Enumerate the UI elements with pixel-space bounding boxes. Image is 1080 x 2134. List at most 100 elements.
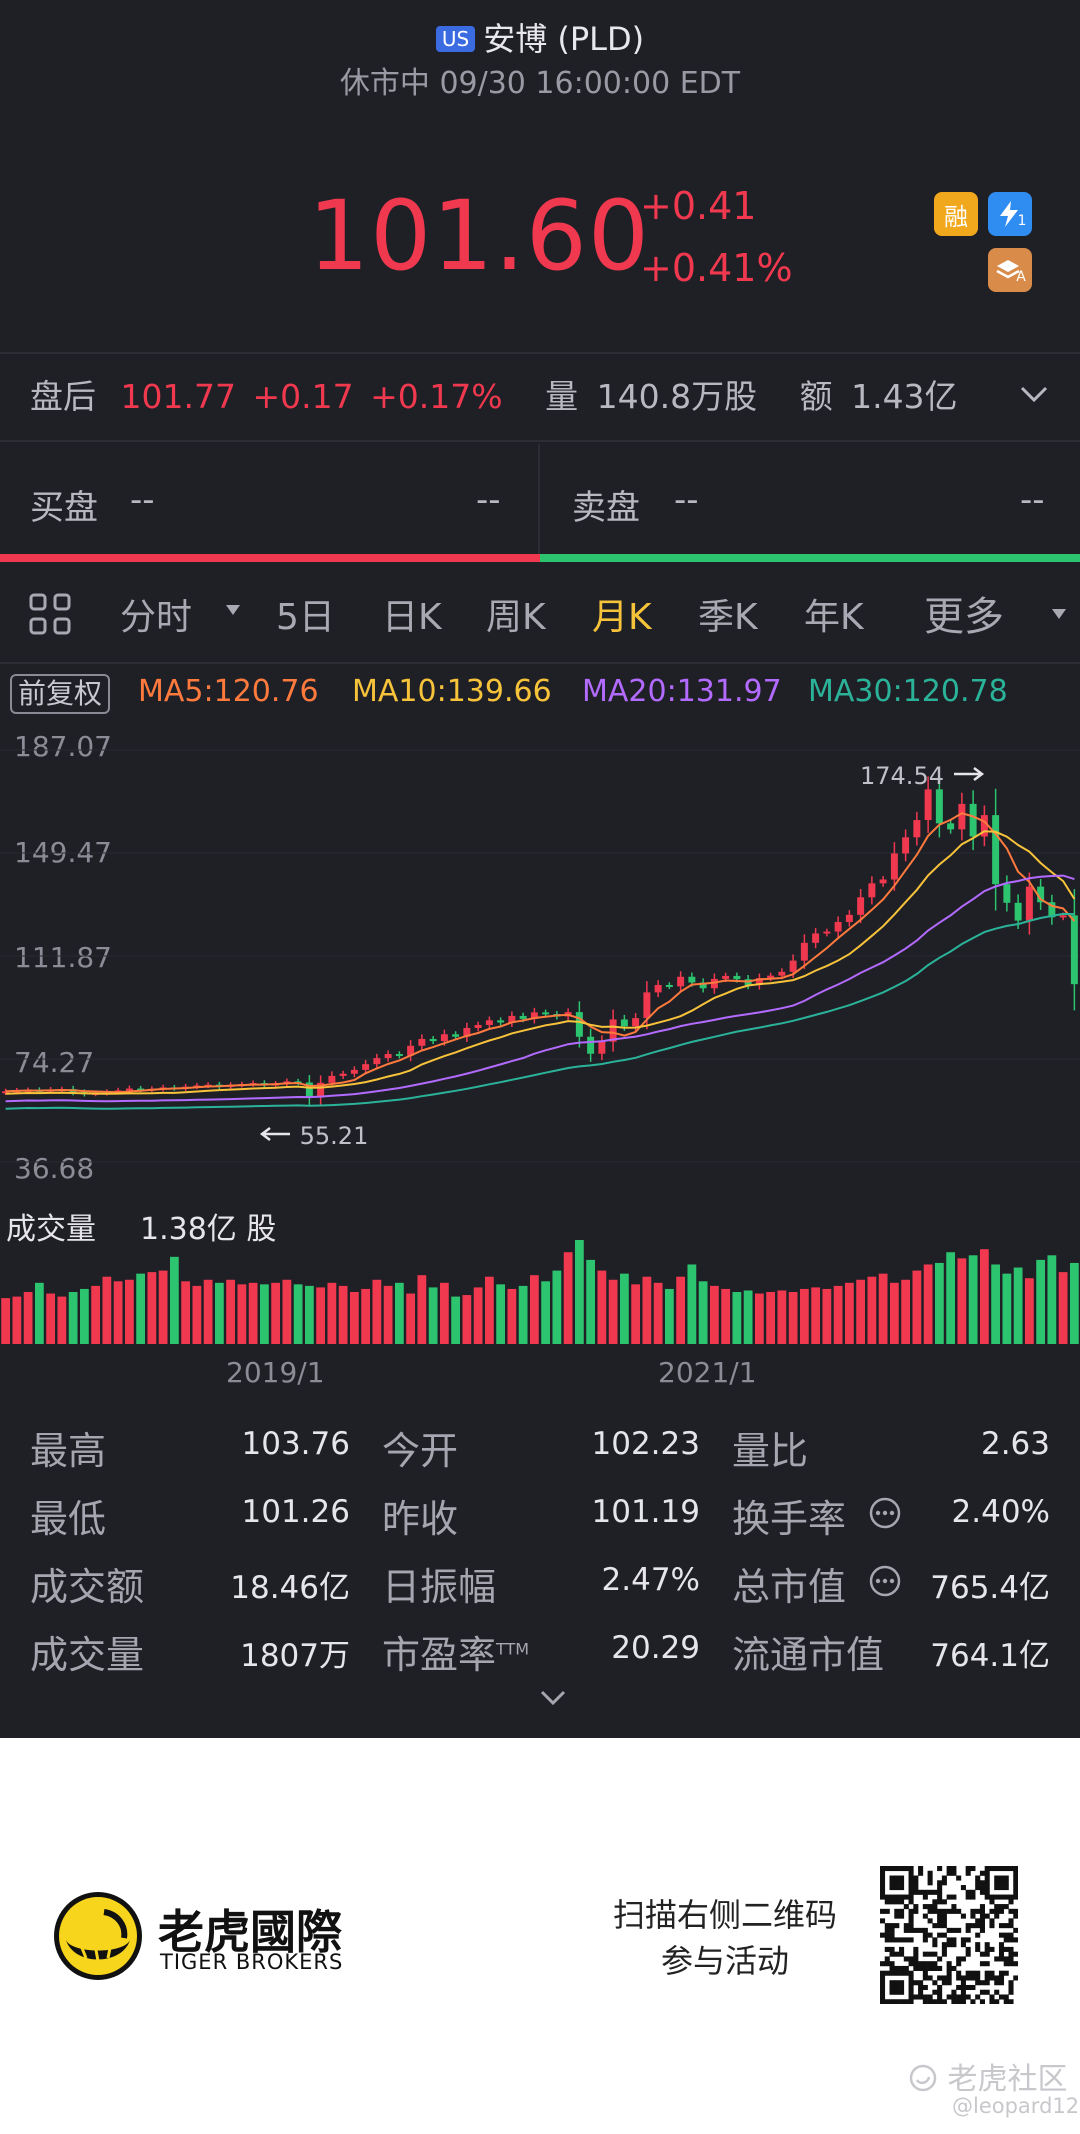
qr-module (889, 1885, 895, 1891)
stat-value-prev-close: 101.19 (591, 1494, 700, 1530)
chevron-down-icon[interactable] (1018, 382, 1050, 410)
volume-bar (136, 1273, 146, 1344)
qr-module (960, 1994, 966, 2000)
tab-5day[interactable]: 5日 (276, 597, 335, 638)
qr-module (1013, 1885, 1018, 1891)
volume-bar (788, 1292, 798, 1344)
candle (362, 1064, 370, 1070)
qr-module (908, 1984, 914, 1991)
more-info-icon[interactable] (868, 1564, 902, 1602)
pe-ttm-superscript: TTM (496, 1639, 530, 1659)
qr-code-icon[interactable] (880, 1866, 1018, 2004)
stock-title: US 安博 (PLD) (0, 14, 1080, 60)
qr-module (994, 1913, 1000, 1919)
volume-bar (451, 1296, 461, 1344)
qr-module (960, 1937, 966, 1943)
low-marker-value: 55.21 (299, 1122, 369, 1150)
qr-module (937, 1913, 943, 1919)
qr-module (922, 1894, 928, 1900)
volume-bar (248, 1282, 258, 1344)
qr-module (927, 1875, 933, 1881)
more-info-icon[interactable] (868, 1496, 902, 1534)
qr-module (894, 1923, 900, 1929)
qr-module (932, 1904, 938, 1910)
qr-module (1008, 1980, 1014, 1986)
after-hours-amount-label: 额 (799, 377, 833, 416)
volume-bar (912, 1270, 922, 1344)
candle (440, 1034, 448, 1042)
caret-down-icon[interactable] (224, 602, 242, 621)
candle (969, 803, 977, 837)
margin-badge-label: 融 (944, 202, 968, 231)
qr-module (1008, 1918, 1014, 1924)
volume-bar (889, 1282, 899, 1344)
qr-module (998, 1956, 1005, 1962)
qr-module (889, 1970, 895, 1976)
tab-daily-k[interactable]: 日K (382, 597, 442, 638)
qr-module (1008, 1956, 1014, 1962)
volume-bar (383, 1285, 393, 1344)
stat-label-open: 今开 (382, 1429, 459, 1473)
qr-module (937, 1885, 943, 1891)
qr-module (946, 1961, 952, 1967)
qr-module (1013, 1870, 1018, 1876)
qr-module (998, 1885, 1005, 1891)
ma10-value: MA10:139.66 (352, 674, 552, 709)
candle (317, 1082, 325, 1098)
qr-module (1003, 1875, 1009, 1881)
after-hours-row[interactable]: 盘后 101.77 +0.17 +0.17% 量 140.8万股 额 1.43亿 (30, 370, 958, 418)
qr-module (970, 1908, 976, 1914)
candle (924, 789, 932, 821)
caret-down-icon[interactable] (1050, 606, 1068, 625)
qr-module (1008, 1899, 1014, 1905)
qr-module (965, 1870, 971, 1876)
tab-yearly-k[interactable]: 年K (804, 597, 864, 638)
qr-module (913, 1880, 919, 1886)
qr-module (941, 1975, 947, 1981)
volume-chart[interactable] (0, 1236, 1080, 1346)
volume-bar (428, 1287, 438, 1344)
qr-module (913, 1946, 919, 1952)
candlestick-chart[interactable] (0, 740, 1080, 1180)
qr-module (984, 1946, 990, 1952)
tab-weekly-k[interactable]: 周K (486, 597, 546, 638)
tab-more[interactable]: 更多 (924, 594, 1004, 640)
qr-module (908, 1866, 914, 1872)
stat-value-high: 103.76 (241, 1426, 350, 1462)
layers-icon[interactable]: A (988, 248, 1032, 292)
qr-module (946, 1866, 952, 1872)
adjust-toggle[interactable]: 前复权 (10, 674, 111, 714)
volume-bar (754, 1293, 764, 1344)
qr-module (975, 1994, 981, 2000)
candle (868, 883, 876, 898)
stat-value-turnover: 2.40% (951, 1494, 1050, 1530)
candle (879, 879, 887, 884)
qr-module (927, 1918, 933, 1924)
margin-badge[interactable]: 融 (934, 192, 978, 236)
qr-module (979, 1927, 985, 1933)
ask-label: 卖盘 (572, 488, 640, 528)
volume-bar (844, 1282, 854, 1344)
tab-quarterly-k[interactable]: 季K (698, 597, 758, 638)
volume-bar (867, 1276, 877, 1344)
qr-module (884, 1999, 890, 2004)
qr-module (941, 1908, 947, 1914)
qr-module (894, 1894, 900, 1900)
candle (654, 984, 662, 993)
candle (733, 975, 741, 980)
grid-icon[interactable] (28, 592, 72, 640)
flash-icon[interactable]: 1 (988, 192, 1032, 236)
qr-module (884, 1932, 890, 1938)
expand-chevron-icon[interactable] (538, 1688, 568, 1712)
volume-bar (766, 1292, 776, 1344)
volume-bar (631, 1284, 641, 1344)
tab-monthly-k[interactable]: 月K (592, 597, 652, 638)
qr-module (922, 1937, 928, 1943)
stat-value-float-cap: 764.1亿 (930, 1638, 1050, 1674)
qr-module (965, 1984, 971, 1991)
stat-label-amplitude: 日振幅 (382, 1565, 497, 1609)
qr-module (979, 1918, 985, 1924)
volume-bar (1013, 1267, 1023, 1344)
qr-module (932, 1923, 938, 1929)
tab-intraday[interactable]: 分时 (120, 597, 193, 638)
